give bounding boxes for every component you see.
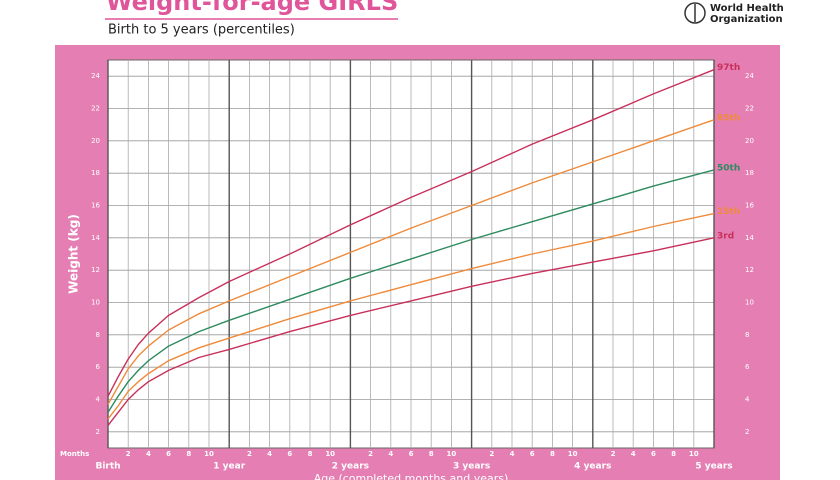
chart-subtitle: Birth to 5 years (percentiles)	[108, 23, 295, 38]
y2-tick-label: 12	[745, 266, 754, 274]
x-tick-label: 2	[611, 450, 616, 458]
series-label: 50th	[717, 163, 740, 173]
y2-tick-label: 14	[745, 234, 754, 242]
y2-tick-label: 20	[745, 137, 754, 145]
y-tick-label: 20	[91, 137, 100, 145]
x-tick-label: 4 years	[574, 462, 611, 472]
x-tick-label: 2	[126, 450, 131, 458]
y2-tick-label: 16	[745, 202, 754, 210]
x-tick-label: 2	[247, 450, 252, 458]
x-tick-label: 2	[489, 450, 494, 458]
y2-tick-label: 24	[745, 72, 754, 80]
x-tick-label: 4	[388, 450, 393, 458]
percentile-line	[107, 169, 715, 413]
logo-text: World Health	[710, 3, 784, 14]
x-tick-label: 10	[447, 450, 457, 458]
series-label: 97th	[717, 63, 740, 73]
x-tick-label: 6	[166, 450, 171, 458]
x-tick-label: 8	[429, 450, 434, 458]
x-tick-label: 4	[267, 450, 272, 458]
x-tick-label: 1 year	[213, 462, 245, 472]
x-tick-label: 5 years	[695, 462, 732, 472]
y-tick-label: 8	[96, 331, 100, 339]
x-tick-label: 8	[671, 450, 676, 458]
y-tick-label: 12	[91, 266, 100, 274]
x-tick-label: 4	[631, 450, 636, 458]
x-tick-label: 2 years	[332, 462, 369, 472]
y2-tick-label: 2	[745, 428, 749, 436]
y2-tick-label: 4	[745, 396, 750, 404]
percentile-line	[107, 212, 715, 420]
series-label: 3rd	[717, 231, 734, 241]
x-unit-label: Months	[60, 450, 89, 458]
x-tick-label: 4	[146, 450, 151, 458]
y-axis-title: Weight (kg)	[67, 214, 81, 294]
x-tick-label: 3 years	[453, 462, 490, 472]
logo-text: Organization	[710, 14, 783, 25]
y-tick-label: 18	[91, 169, 100, 177]
x-tick-label: 6	[287, 450, 292, 458]
x-tick-label: 10	[204, 450, 214, 458]
logo: World Health Organization	[684, 2, 784, 25]
x-tick-label: 8	[550, 450, 555, 458]
y-tick-label: 24	[91, 72, 100, 80]
y2-tick-label: 22	[745, 105, 754, 113]
y-tick-label: 4	[96, 396, 101, 404]
x-tick-label: 6	[409, 450, 414, 458]
x-tick-label: 2	[368, 450, 373, 458]
y-tick-label: 10	[91, 299, 100, 307]
y2-tick-label: 8	[745, 331, 749, 339]
y2-tick-label: 18	[745, 169, 754, 177]
y2-tick-label: 10	[745, 299, 754, 307]
x-tick-label: 8	[186, 450, 191, 458]
y-tick-label: 6	[96, 363, 101, 371]
x-axis-title: Age (completed months and years)	[314, 472, 509, 480]
percentile-line	[107, 237, 715, 426]
y-tick-label: 2	[96, 428, 100, 436]
x-tick-label: 10	[689, 450, 699, 458]
y-tick-label: 22	[91, 105, 100, 113]
y-tick-label: 16	[91, 202, 100, 210]
series-label: 85th	[717, 113, 740, 123]
x-tick-label: Birth	[95, 462, 120, 472]
percentile-line	[107, 119, 715, 405]
x-tick-label: 10	[325, 450, 335, 458]
percentile-line	[107, 69, 715, 397]
series-label: 15th	[717, 207, 740, 217]
y2-tick-label: 6	[745, 363, 750, 371]
x-tick-label: 4	[510, 450, 515, 458]
x-tick-label: 6	[530, 450, 535, 458]
y-tick-label: 14	[91, 234, 100, 242]
logo-emblem	[684, 2, 706, 24]
x-tick-label: 6	[651, 450, 656, 458]
x-tick-label: 8	[308, 450, 313, 458]
x-tick-label: 10	[568, 450, 578, 458]
chart-title: Weight-for-age GIRLS	[106, 0, 398, 16]
